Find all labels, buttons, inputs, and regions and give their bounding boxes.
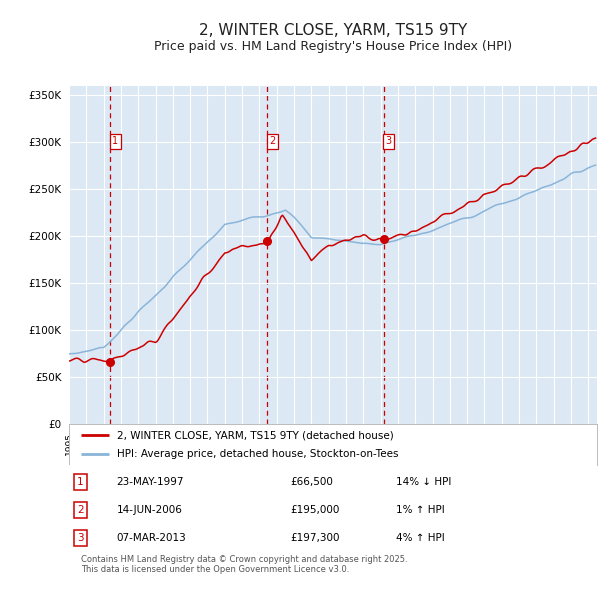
Text: HPI: Average price, detached house, Stockton-on-Tees: HPI: Average price, detached house, Stoc… (116, 449, 398, 459)
Text: Contains HM Land Registry data © Crown copyright and database right 2025.
This d: Contains HM Land Registry data © Crown c… (80, 555, 407, 574)
Text: £66,500: £66,500 (291, 477, 334, 487)
Text: 07-MAR-2013: 07-MAR-2013 (116, 533, 186, 543)
Text: 2: 2 (269, 136, 275, 146)
Text: Price paid vs. HM Land Registry's House Price Index (HPI): Price paid vs. HM Land Registry's House … (154, 40, 512, 53)
Text: 4% ↑ HPI: 4% ↑ HPI (397, 533, 445, 543)
Text: 2, WINTER CLOSE, YARM, TS15 9TY (detached house): 2, WINTER CLOSE, YARM, TS15 9TY (detache… (116, 430, 393, 440)
Text: 1% ↑ HPI: 1% ↑ HPI (397, 505, 445, 515)
Text: 3: 3 (77, 533, 84, 543)
Text: 14-JUN-2006: 14-JUN-2006 (116, 505, 182, 515)
Text: 3: 3 (386, 136, 392, 146)
Text: 23-MAY-1997: 23-MAY-1997 (116, 477, 184, 487)
Text: 2, WINTER CLOSE, YARM, TS15 9TY: 2, WINTER CLOSE, YARM, TS15 9TY (199, 23, 467, 38)
Text: 1: 1 (112, 136, 119, 146)
Text: 14% ↓ HPI: 14% ↓ HPI (397, 477, 452, 487)
Text: 1: 1 (77, 477, 84, 487)
Text: £197,300: £197,300 (291, 533, 340, 543)
Text: 2: 2 (77, 505, 84, 515)
Text: £195,000: £195,000 (291, 505, 340, 515)
